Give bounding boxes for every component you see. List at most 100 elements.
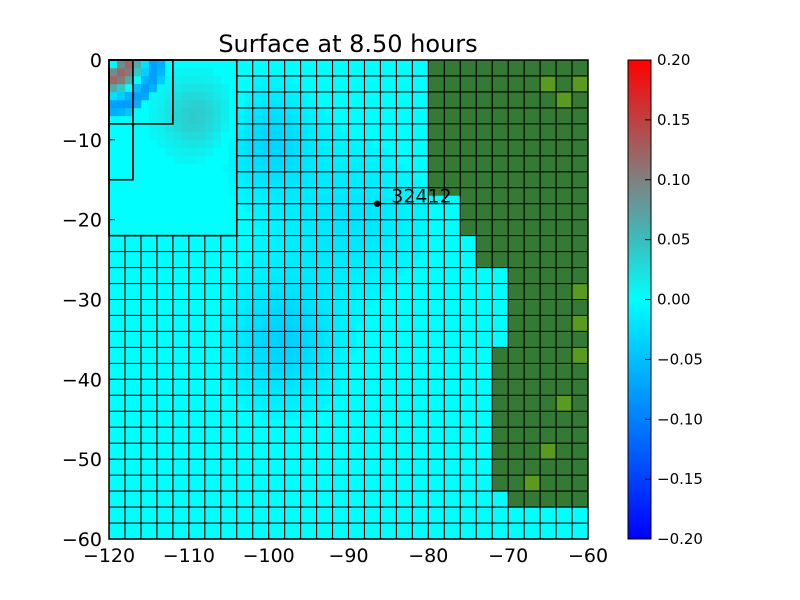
- heatmap-cell: [284, 203, 293, 212]
- heatmap-cell: [308, 187, 317, 197]
- heatmap-cell: [220, 347, 230, 356]
- heatmap-cell: [180, 123, 190, 133]
- heatmap-cell: [220, 83, 230, 93]
- heatmap-cell: [348, 211, 357, 220]
- heatmap-cell: [308, 379, 317, 388]
- heatmap-cell: [316, 227, 325, 236]
- heatmap-cell: [324, 219, 333, 228]
- heatmap-cell: [244, 347, 253, 356]
- heatmap-cell: [244, 283, 253, 292]
- heatmap-cell: [268, 171, 277, 181]
- heatmap-cell: [276, 291, 285, 300]
- heatmap-cell: [220, 331, 230, 340]
- heatmap-cell: [260, 131, 269, 141]
- heatmap-cell: [236, 355, 246, 364]
- heatmap-cell: [372, 155, 381, 165]
- heatmap-cell: [364, 171, 373, 181]
- heatmap-cell: [292, 219, 301, 228]
- heatmap-cell: [260, 331, 269, 340]
- land-cell-light: [572, 283, 588, 300]
- heatmap-cell: [324, 259, 333, 268]
- heatmap-cell: [276, 363, 285, 372]
- heatmap-cell: [236, 163, 246, 173]
- heatmap-cell: [244, 99, 253, 109]
- heatmap-cell: [284, 331, 293, 340]
- heatmap-cell: [284, 243, 293, 252]
- land-cell-light: [524, 475, 541, 492]
- heatmap-cell: [220, 363, 230, 372]
- heatmap-cell: [156, 75, 166, 85]
- heatmap-cell: [332, 179, 341, 189]
- heatmap-cell: [244, 107, 253, 117]
- heatmap-cell: [324, 115, 333, 125]
- heatmap-cell: [308, 99, 317, 109]
- heatmap-cell: [220, 307, 230, 316]
- heatmap-cell: [276, 235, 285, 244]
- heatmap-cell: [356, 267, 365, 276]
- heatmap-cell: [308, 211, 317, 220]
- heatmap-cell: [260, 163, 269, 173]
- heatmap-cell: [348, 267, 357, 276]
- heatmap-cell: [308, 267, 317, 276]
- heatmap-cell: [356, 243, 365, 252]
- heatmap-cell: [276, 395, 285, 404]
- heatmap-cell: [340, 339, 349, 348]
- heatmap-cell: [276, 115, 285, 125]
- heatmap-cell: [404, 219, 413, 228]
- heatmap-cell: [268, 267, 277, 276]
- heatmap-cell: [148, 115, 158, 125]
- heatmap-cell: [284, 291, 293, 300]
- heatmap-cell: [172, 91, 182, 101]
- land-cell-light: [556, 91, 573, 108]
- heatmap-cell: [148, 75, 158, 85]
- heatmap-cell: [324, 347, 333, 356]
- heatmap-cell: [340, 147, 349, 157]
- heatmap-cell: [332, 299, 341, 308]
- heatmap-cell: [316, 395, 325, 404]
- heatmap-cell: [348, 179, 357, 189]
- heatmap-cell: [292, 395, 301, 404]
- heatmap-cell: [300, 107, 309, 117]
- heatmap-cell: [380, 251, 389, 260]
- heatmap-cell: [244, 179, 253, 189]
- heatmap-cell: [412, 211, 421, 220]
- land-cell: [556, 123, 573, 428]
- heatmap-cell: [372, 267, 381, 276]
- heatmap-cell: [340, 219, 349, 228]
- heatmap-cell: [316, 147, 325, 157]
- heatmap-cell: [308, 291, 317, 300]
- heatmap-cell: [356, 179, 365, 189]
- heatmap-cell: [308, 171, 317, 181]
- heatmap-cell: [356, 291, 365, 300]
- heatmap-cell: [252, 347, 261, 356]
- heatmap-cell: [188, 155, 198, 165]
- heatmap-cell: [412, 179, 421, 189]
- heatmap-cell: [156, 107, 166, 117]
- heatmap-cell: [276, 387, 285, 396]
- heatmap-cell: [300, 275, 309, 284]
- heatmap-cell: [404, 259, 413, 268]
- colorbar-tick-label: −0.20: [657, 530, 703, 548]
- heatmap-cell: [212, 83, 222, 93]
- heatmap-cell: [412, 235, 421, 244]
- heatmap-cell: [188, 75, 198, 85]
- heatmap-cell: [252, 379, 261, 388]
- heatmap-cell: [284, 91, 293, 101]
- heatmap-cell: [236, 315, 246, 324]
- heatmap-cell: [348, 331, 357, 340]
- heatmap-cell: [180, 91, 190, 101]
- heatmap-cell: [220, 315, 230, 324]
- heatmap-cell: [340, 163, 349, 173]
- heatmap-cell: [396, 195, 405, 204]
- colorbar-tick-label: 0.15: [657, 111, 690, 129]
- heatmap-cell: [340, 155, 349, 165]
- heatmap-cell: [132, 60, 142, 69]
- heatmap-cell: [252, 243, 261, 252]
- heatmap-cell: [372, 179, 381, 189]
- heatmap-cell: [156, 131, 166, 141]
- heatmap-cell: [220, 339, 230, 348]
- heatmap-cell: [324, 395, 333, 404]
- land-cell-light: [572, 315, 588, 332]
- heatmap-cell: [236, 283, 246, 292]
- heatmap-cell: [244, 387, 253, 396]
